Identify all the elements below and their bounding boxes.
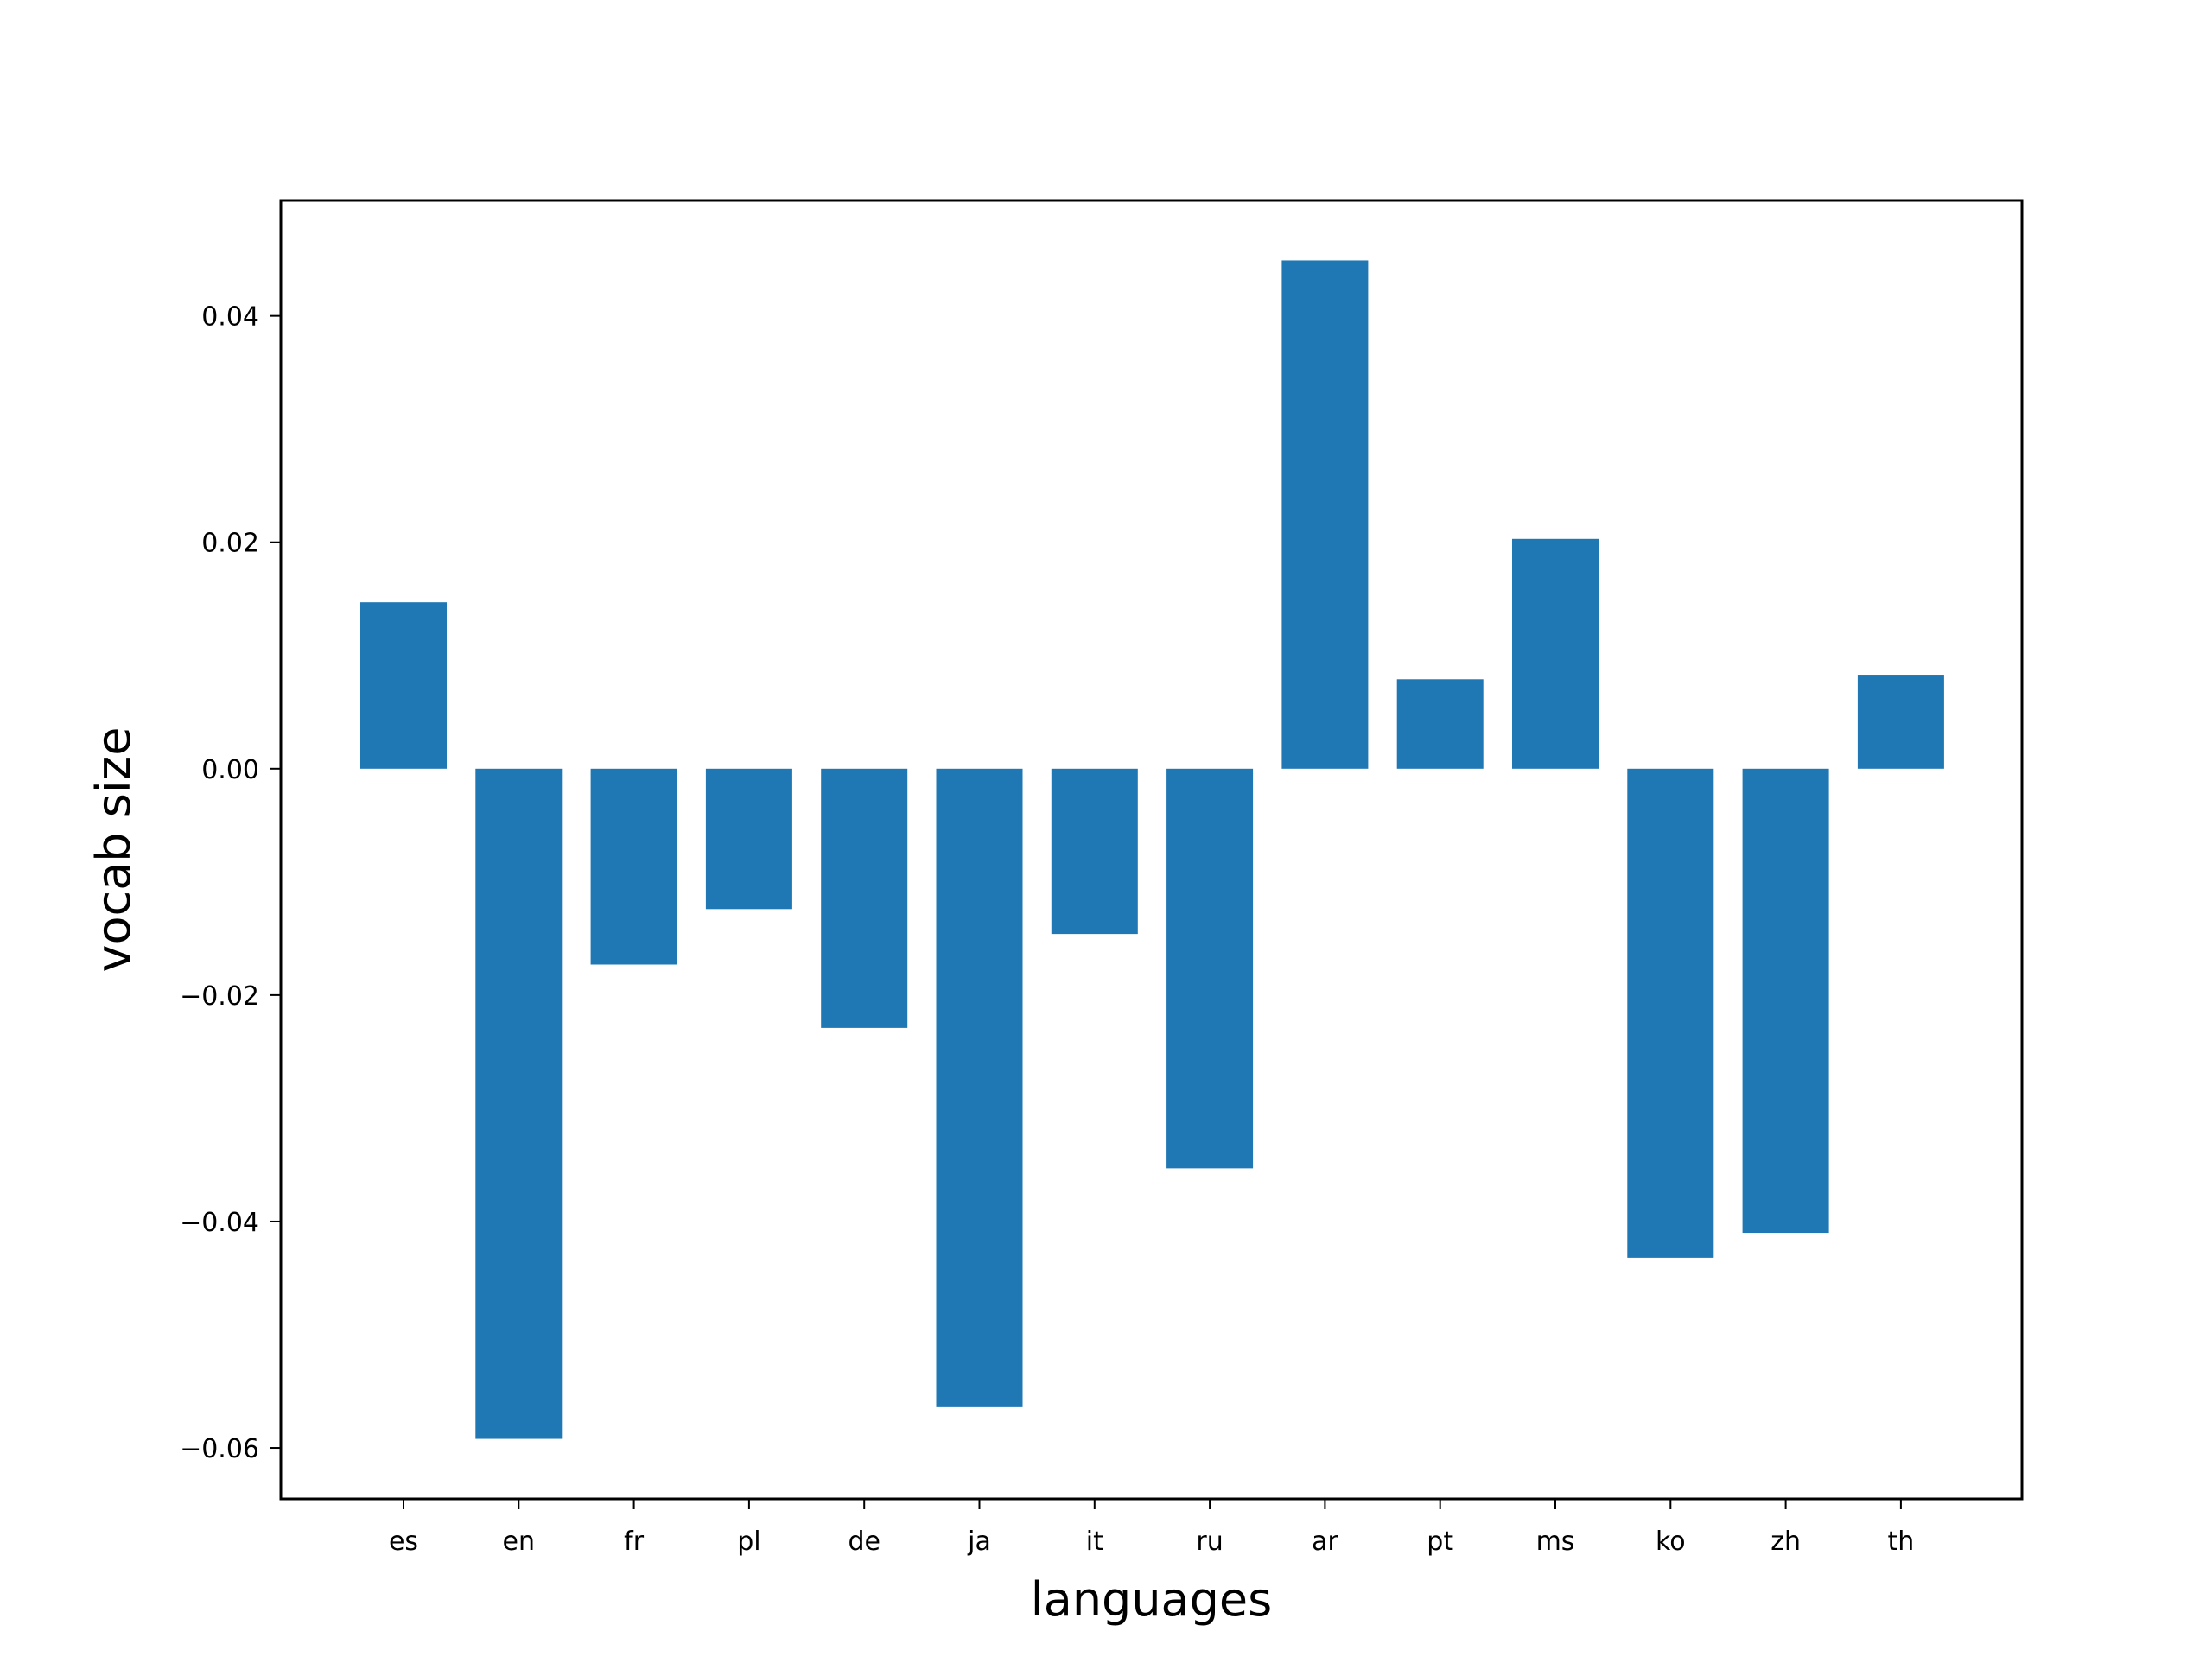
bar-zh: [1742, 768, 1829, 1234]
bars-layer: [360, 260, 1944, 1439]
x-tick-label: ms: [1536, 1527, 1575, 1557]
y-tick-label: −0.04: [180, 1208, 259, 1238]
bar-de: [821, 768, 908, 1028]
x-axis-label: languages: [1031, 1572, 1273, 1627]
y-tick-label: 0.04: [201, 302, 259, 333]
y-tick-label: −0.06: [180, 1434, 259, 1464]
bar-pt: [1396, 679, 1484, 769]
bar-th: [1857, 675, 1944, 769]
bar-ko: [1627, 768, 1714, 1258]
x-tick-label: de: [848, 1527, 880, 1557]
x-tick-label: pt: [1427, 1527, 1453, 1557]
x-tick-label: th: [1888, 1527, 1915, 1557]
x-tick-label: en: [503, 1527, 535, 1557]
x-tick-label: ar: [1312, 1527, 1338, 1557]
bar-en: [475, 768, 563, 1439]
bar-ja: [936, 768, 1023, 1407]
y-tick-label: −0.02: [180, 981, 259, 1012]
x-tick-label: fr: [624, 1527, 645, 1557]
bar-ms: [1512, 538, 1599, 769]
x-tick-label: ru: [1196, 1527, 1223, 1557]
x-tick-label: it: [1086, 1527, 1103, 1557]
bar-es: [360, 602, 447, 769]
bar-fr: [590, 768, 677, 965]
bar-ru: [1166, 768, 1254, 1169]
y-axis-label: vocab size: [86, 727, 141, 973]
x-tick-label: pl: [737, 1527, 760, 1557]
bar-it: [1051, 768, 1138, 935]
x-tick-label: zh: [1770, 1527, 1801, 1557]
plot-frame: [279, 199, 2024, 1501]
ticks-layer: es en fr pl de ja it ru ar pt ms ko zh th 0.04 0.02 0.00…: [180, 302, 1914, 1557]
y-tick-label: 0.00: [201, 755, 259, 785]
bar-ar: [1281, 260, 1369, 769]
y-tick-label: 0.02: [201, 529, 259, 559]
x-tick-label: es: [389, 1527, 418, 1557]
x-tick-label: ja: [967, 1527, 991, 1557]
x-tick-label: ko: [1656, 1527, 1686, 1557]
bar-pl: [705, 768, 792, 910]
